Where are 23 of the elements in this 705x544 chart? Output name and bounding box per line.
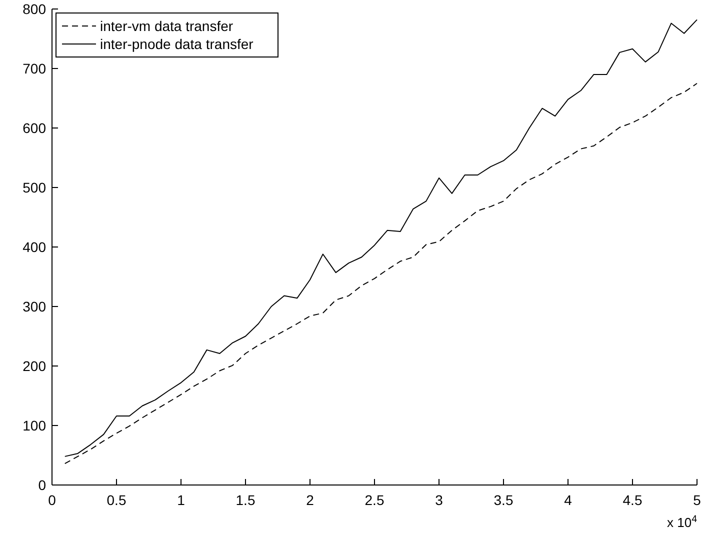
x-tick-label: 0.5 bbox=[106, 492, 126, 508]
x-tick-label: 3.5 bbox=[494, 492, 514, 508]
x-tick-label: 1 bbox=[177, 492, 186, 508]
legend-label: inter-vm data transfer bbox=[100, 18, 234, 34]
x-tick-label: 1.5 bbox=[236, 492, 256, 508]
y-tick-label: 200 bbox=[22, 358, 46, 374]
text: x 10$^{4}$ bbox=[666, 514, 698, 530]
x-tick-label: 2 bbox=[306, 492, 314, 508]
x-tick-label: 3 bbox=[435, 492, 444, 508]
legend-label: inter-pnode data transfer bbox=[100, 36, 254, 52]
x-tick-label: 2.5 bbox=[364, 492, 384, 508]
y-tick-label: 700 bbox=[22, 60, 46, 76]
y-tick-label: 300 bbox=[22, 298, 46, 314]
y-tick-label: 0 bbox=[38, 477, 46, 493]
x-tick-label: 4.5 bbox=[622, 492, 642, 508]
x-tick-label: 0 bbox=[48, 492, 56, 508]
y-tick-label: 100 bbox=[22, 418, 46, 434]
y-tick-label: 400 bbox=[22, 239, 46, 255]
x-tick-label: 4 bbox=[564, 492, 572, 508]
y-tick-label: 500 bbox=[22, 180, 46, 196]
x-tick-label: 5 bbox=[693, 492, 702, 508]
y-tick-label: 800 bbox=[22, 1, 46, 17]
y-tick-label: 600 bbox=[22, 120, 46, 136]
